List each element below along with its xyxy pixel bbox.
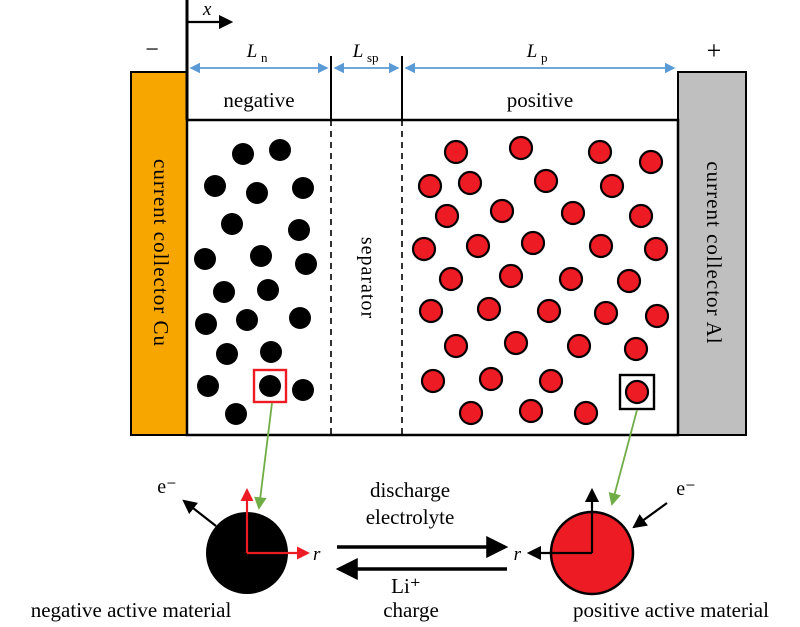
lp-label: L: [526, 41, 538, 62]
particle: [644, 303, 670, 329]
particle: [438, 266, 464, 292]
particle: [417, 173, 443, 199]
particle: [566, 333, 592, 359]
particle: [599, 173, 625, 199]
particle: [213, 281, 235, 303]
particle: [204, 175, 226, 197]
particle: [420, 368, 446, 394]
particle: [232, 143, 254, 165]
particle: [411, 236, 437, 262]
particle: [489, 198, 515, 224]
particle: [295, 253, 317, 275]
particle: [465, 233, 491, 259]
particle: [434, 203, 460, 229]
electron-label-left: e⁻: [157, 476, 176, 498]
particle: [418, 298, 444, 324]
particle: [508, 135, 534, 161]
particle: [498, 263, 524, 289]
positive-terminal-sign: +: [707, 36, 722, 65]
particle: [588, 233, 614, 259]
lithium-ion-label: Li⁺: [391, 574, 421, 598]
electrolyte-label: electrolyte: [366, 505, 455, 529]
particle: [288, 219, 310, 241]
particle: [593, 300, 619, 326]
charge-label: charge: [383, 598, 439, 622]
al-collector-label: current collector Al: [702, 161, 726, 344]
particle: [533, 168, 559, 194]
particle: [573, 400, 599, 426]
particle: [538, 368, 564, 394]
particle: [292, 379, 314, 401]
particle: [269, 139, 291, 161]
particle: [289, 307, 311, 329]
cu-collector-label: current collector Cu: [149, 159, 173, 347]
particle: [624, 379, 650, 405]
positive-particles: [411, 135, 670, 426]
ln-label: L: [246, 41, 258, 62]
particle: [216, 343, 238, 365]
al-current-collector: [677, 71, 747, 436]
particle: [257, 279, 279, 301]
particle: [443, 333, 469, 359]
particle: [643, 236, 669, 262]
particle: [457, 170, 483, 196]
particle: [638, 149, 664, 175]
negative-particles: [194, 139, 317, 425]
particle: [628, 203, 654, 229]
particle: [503, 330, 529, 356]
particle: [221, 213, 243, 235]
particle: [197, 375, 219, 397]
cu-current-collector: [130, 71, 188, 436]
particle: [236, 309, 258, 331]
particle: [476, 296, 502, 322]
particle: [250, 245, 272, 267]
positive-zoom-link-arrow: [608, 409, 638, 506]
particle: [478, 366, 504, 392]
particle: [292, 177, 314, 199]
separator-label: separator: [356, 237, 378, 319]
negative-material-label: negative active material: [31, 598, 232, 622]
positive-material-label: positive active material: [573, 598, 769, 622]
particle: [194, 248, 216, 270]
particle: [225, 403, 247, 425]
positive-particle-highlight-box: [618, 373, 656, 411]
electron-arrow-left: [182, 499, 217, 527]
particle: [259, 375, 281, 397]
particle: [560, 200, 586, 226]
x-axis-label: x: [202, 0, 212, 20]
negative-region-label: negative: [223, 88, 294, 112]
particle: [536, 298, 562, 324]
negative-zoom-link-arrow: [254, 402, 273, 510]
r-label-negative: r: [313, 544, 321, 565]
particle: [616, 268, 642, 294]
particle: [195, 313, 217, 335]
negative-particle-highlight-box: [252, 368, 288, 404]
r-label-positive: r: [514, 544, 522, 565]
electron-arrow-right: [632, 502, 668, 529]
particle: [558, 266, 584, 292]
positive-region-label: positive: [507, 88, 574, 112]
lsp-label-subscript: sp: [367, 50, 379, 65]
particle: [520, 230, 546, 256]
lp-label-subscript: p: [541, 50, 548, 65]
negative-terminal-sign: −: [145, 37, 159, 63]
lsp-label: L: [352, 41, 364, 62]
ln-label-subscript: n: [261, 50, 268, 65]
particle: [518, 398, 544, 424]
particle: [587, 139, 613, 165]
discharge-label: discharge: [370, 478, 450, 502]
particle: [623, 336, 649, 362]
particle: [458, 400, 484, 426]
particle: [443, 139, 469, 165]
electron-label-right: e⁻: [676, 478, 695, 500]
particle: [246, 182, 268, 204]
particle: [260, 341, 282, 363]
